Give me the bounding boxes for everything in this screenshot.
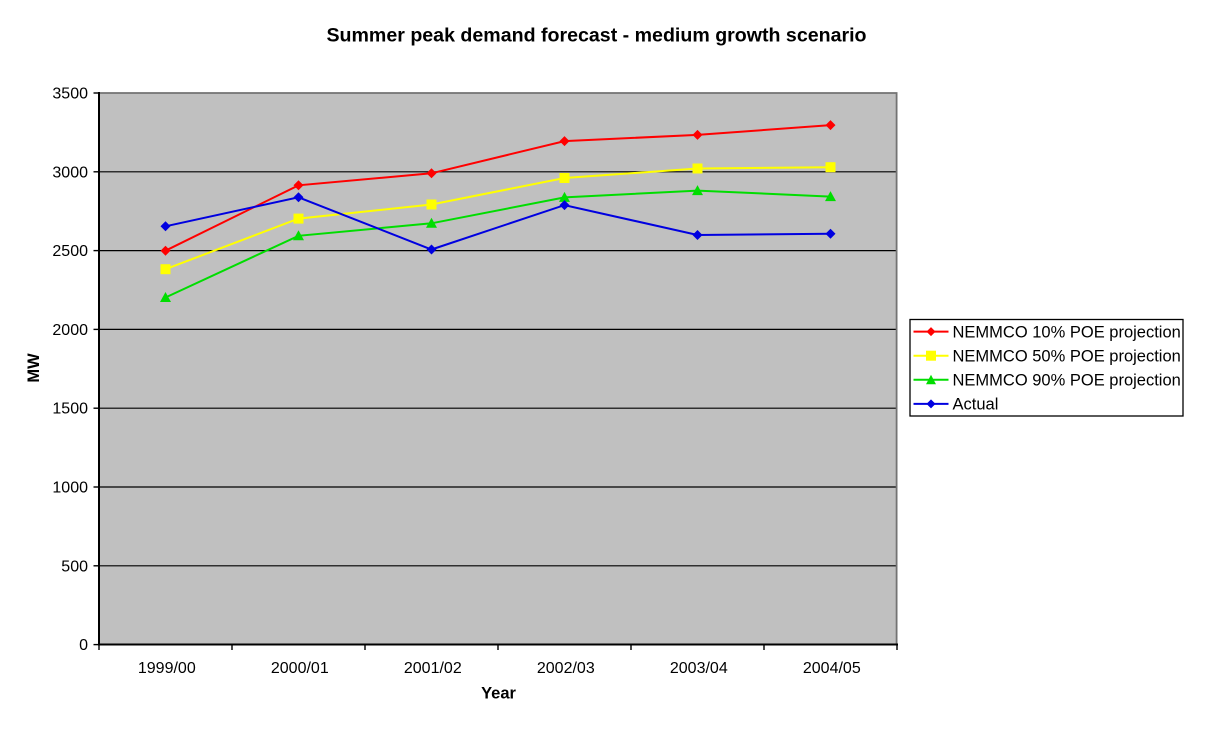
svg-text:2001/02: 2001/02: [404, 660, 462, 677]
svg-text:2002/03: 2002/03: [537, 660, 595, 677]
svg-text:3000: 3000: [52, 164, 88, 181]
svg-text:NEMMCO 50% POE projection: NEMMCO 50% POE projection: [953, 348, 1181, 366]
svg-text:500: 500: [61, 558, 88, 575]
svg-text:1000: 1000: [52, 480, 88, 497]
svg-text:Actual: Actual: [953, 396, 999, 414]
svg-text:MW: MW: [25, 353, 43, 383]
svg-text:0: 0: [79, 637, 88, 654]
svg-text:3500: 3500: [52, 86, 88, 103]
svg-text:2000/01: 2000/01: [271, 660, 329, 677]
svg-text:1500: 1500: [52, 401, 88, 418]
svg-text:2000: 2000: [52, 322, 88, 339]
svg-text:Year: Year: [481, 685, 516, 703]
svg-text:1999/00: 1999/00: [138, 660, 196, 677]
svg-text:2004/05: 2004/05: [803, 660, 861, 677]
svg-text:Summer peak demand forecast -: Summer peak demand forecast - medium gro…: [326, 25, 866, 47]
svg-text:NEMMCO 90% POE projection: NEMMCO 90% POE projection: [953, 372, 1181, 390]
svg-text:2500: 2500: [52, 243, 88, 260]
svg-text:NEMMCO 10% POE projection: NEMMCO 10% POE projection: [953, 323, 1181, 341]
svg-text:2003/04: 2003/04: [670, 660, 728, 677]
